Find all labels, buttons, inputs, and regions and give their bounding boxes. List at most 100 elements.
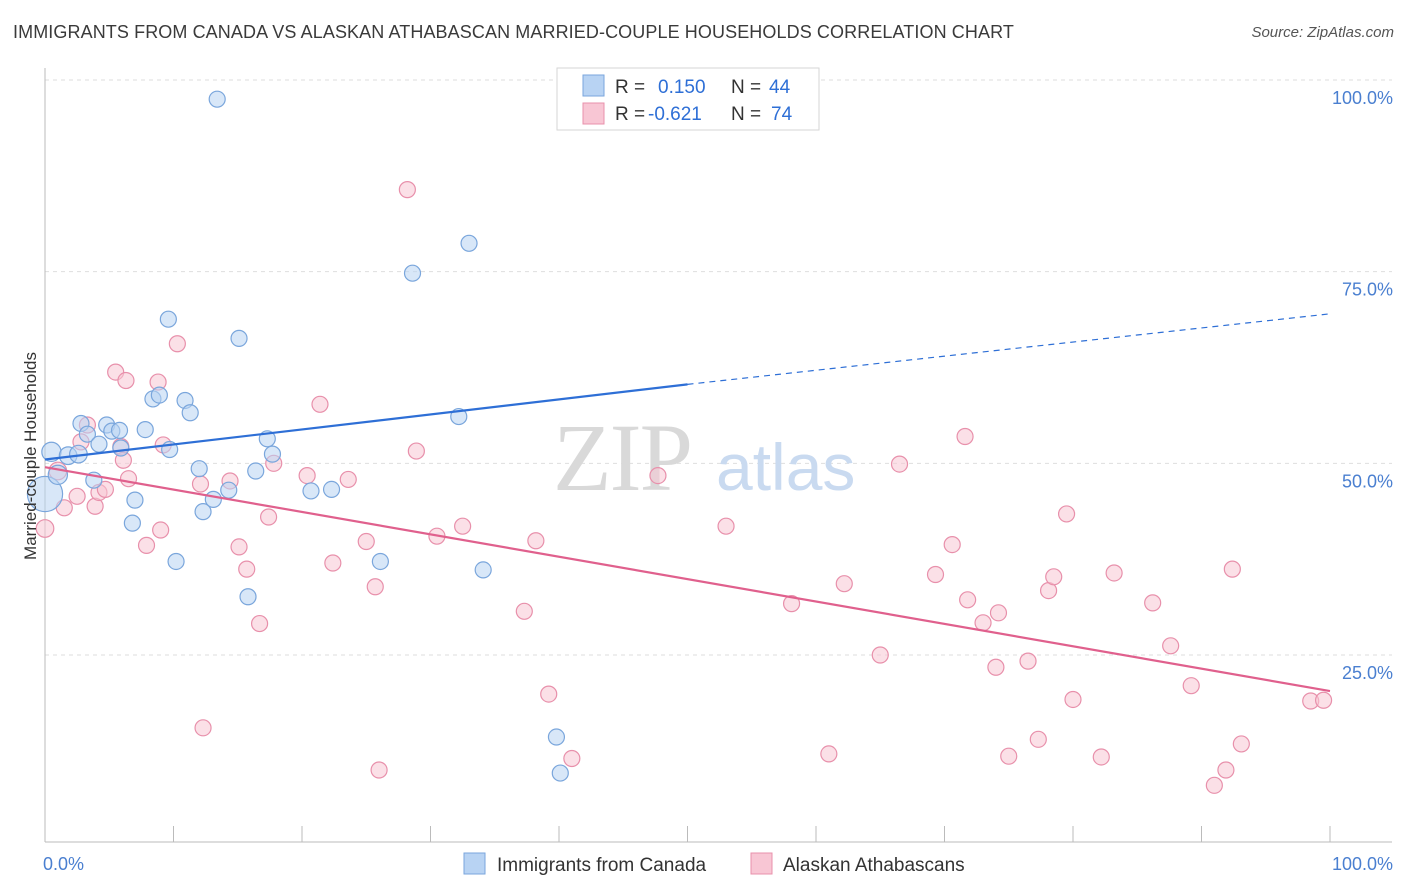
data-point [259, 508, 278, 526]
data-point [403, 264, 422, 282]
data-point [204, 490, 222, 508]
data-point [112, 439, 130, 457]
data-point [110, 421, 129, 439]
data-point [150, 386, 168, 404]
data-point [119, 470, 138, 488]
data-point [820, 745, 838, 763]
data-point [168, 335, 186, 353]
data-point [167, 552, 185, 571]
data-point [1144, 594, 1162, 612]
data-point [1105, 564, 1123, 582]
data-point [1162, 637, 1180, 655]
x-tick-labels: 0.0% 100.0% [43, 854, 1393, 874]
data-point [190, 460, 208, 478]
data-point [1029, 730, 1047, 748]
data-point [989, 604, 1008, 622]
data-point [263, 445, 282, 463]
legend-n-label: N = [731, 104, 761, 125]
data-point [527, 532, 545, 550]
data-point [547, 728, 566, 746]
data-point [474, 561, 492, 579]
data-point [194, 503, 212, 521]
data-point [136, 421, 154, 439]
data-point [563, 749, 581, 768]
data-point [540, 685, 558, 703]
y-tick-label: 25.0% [1342, 663, 1393, 683]
data-point [322, 480, 341, 498]
data-point [366, 578, 384, 596]
legend-series-name: Immigrants from Canada [497, 855, 707, 876]
data-point [717, 517, 735, 535]
y-tick-label: 50.0% [1342, 471, 1393, 491]
y-tick-label: 75.0% [1342, 280, 1393, 300]
data-point [68, 487, 86, 505]
data-point [78, 425, 97, 443]
data-point [357, 532, 375, 551]
data-point [230, 538, 248, 556]
data-point [302, 482, 320, 500]
data-point [987, 658, 1005, 676]
trend-line-athabascans [44, 466, 1331, 693]
data-point [324, 554, 342, 572]
data-point [90, 435, 108, 453]
legend-swatch-pink [750, 852, 773, 875]
watermark-atlas: atlas [716, 430, 855, 504]
data-point [371, 552, 389, 571]
series-legend: Immigrants from Canada Alaskan Athabasca… [463, 852, 965, 876]
legend-n-label: N = [731, 77, 761, 98]
data-point [123, 514, 141, 532]
legend-n-value: 44 [769, 77, 791, 98]
data-point [152, 521, 170, 539]
data-point [1205, 776, 1223, 794]
data-point [191, 475, 210, 493]
data-point [956, 427, 974, 446]
data-point [194, 719, 212, 737]
data-point [181, 404, 199, 422]
data-point [1092, 748, 1110, 766]
data-point [454, 517, 472, 535]
data-point [339, 470, 357, 489]
data-point [835, 575, 853, 593]
data-point [943, 535, 961, 554]
data-point [926, 565, 945, 584]
data-point [159, 310, 177, 328]
data-point [782, 595, 801, 613]
data-point [238, 560, 256, 578]
data-point [250, 614, 269, 633]
data-point [398, 181, 416, 199]
data-point [1223, 560, 1241, 578]
data-point [1182, 677, 1200, 695]
data-point [871, 646, 889, 664]
data-point [239, 588, 257, 606]
x-tick-label: 100.0% [1332, 854, 1393, 874]
data-point [1045, 568, 1063, 586]
legend-swatch-blue [582, 74, 605, 97]
chart-title: IMMIGRANTS FROM CANADA VS ALASKAN ATHABA… [13, 22, 1014, 42]
data-point [1232, 735, 1250, 753]
data-point [137, 536, 156, 554]
data-point [1217, 761, 1235, 779]
watermark: ZIP atlas [553, 404, 855, 511]
data-point [890, 455, 909, 473]
data-point [298, 467, 316, 485]
legend-r-label: R = [615, 77, 645, 98]
data-point [126, 491, 144, 509]
trend-line-canada [44, 383, 688, 461]
trend-lines [44, 313, 1331, 693]
x-tick-label: 0.0% [43, 854, 84, 874]
data-point [117, 371, 135, 390]
data-point [1314, 691, 1333, 709]
legend-r-value: 0.150 [658, 77, 706, 98]
data-point [1019, 652, 1037, 670]
watermark-zip: ZIP [553, 404, 691, 511]
legend-series-name: Alaskan Athabascans [783, 855, 965, 876]
y-tick-label: 100.0% [1332, 88, 1393, 108]
data-point [370, 761, 388, 779]
legend-swatch-pink [582, 102, 605, 125]
data-point [208, 90, 226, 108]
data-point [35, 519, 55, 538]
series-immigrants-from-canada [26, 71, 702, 782]
data-point [974, 614, 992, 632]
data-point [247, 462, 265, 480]
